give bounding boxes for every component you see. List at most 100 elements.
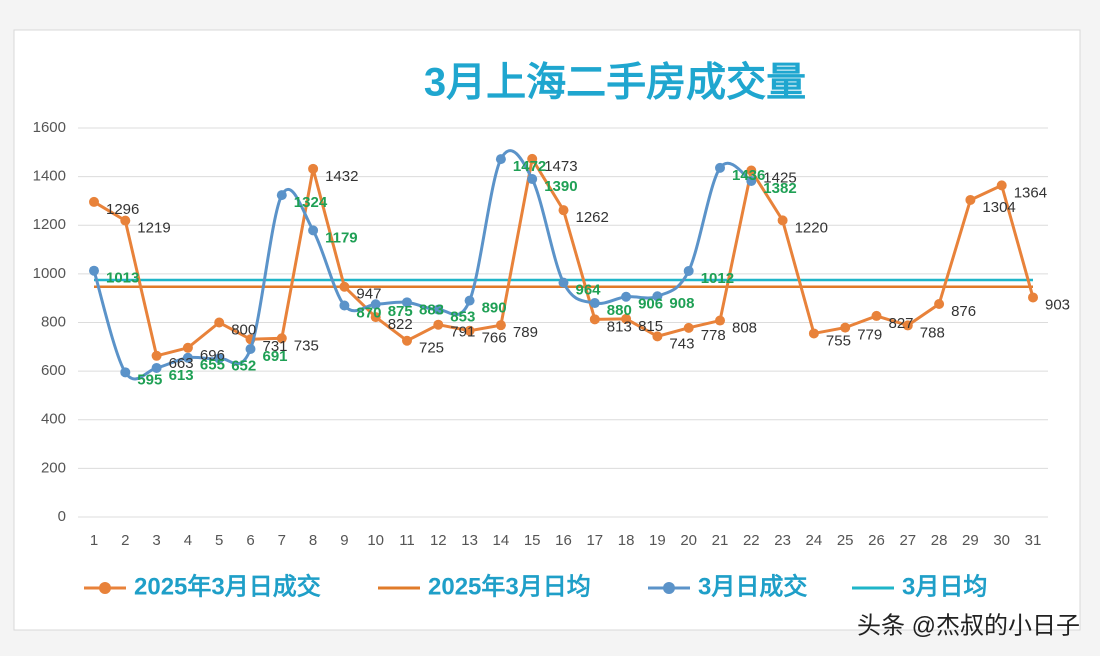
x-tick-label: 24	[806, 532, 823, 549]
data-label: 947	[356, 286, 381, 303]
x-tick-label: 29	[962, 532, 979, 549]
data-label: 876	[951, 303, 976, 320]
data-label: 1436	[732, 167, 765, 184]
data-label: 735	[294, 337, 319, 354]
y-tick-label: 400	[41, 411, 66, 428]
data-label: 800	[231, 321, 256, 338]
data-label: 1324	[294, 194, 328, 211]
x-tick-label: 26	[868, 532, 885, 549]
legend-marker	[99, 582, 111, 594]
data-point	[746, 176, 757, 187]
x-tick-label: 12	[430, 532, 447, 549]
data-point	[182, 342, 193, 353]
x-tick-label: 30	[993, 532, 1010, 549]
data-label: 652	[231, 357, 256, 374]
data-point	[276, 333, 287, 344]
data-label: 779	[857, 327, 882, 344]
x-tick-label: 8	[309, 532, 317, 549]
data-label: 1364	[1014, 184, 1047, 201]
x-tick-label: 31	[1025, 532, 1042, 549]
data-point	[89, 196, 99, 207]
y-tick-label: 1000	[33, 265, 66, 282]
data-point	[527, 174, 538, 185]
x-tick-label: 4	[184, 532, 192, 549]
data-label: 691	[263, 348, 288, 365]
x-tick-label: 13	[461, 532, 478, 549]
data-point	[370, 299, 381, 310]
x-tick-label: 5	[215, 532, 223, 549]
data-label: 788	[920, 324, 945, 341]
data-point	[558, 277, 569, 288]
data-label: 1013	[106, 270, 139, 287]
data-label: 696	[200, 347, 225, 364]
y-tick-label: 200	[41, 459, 66, 476]
data-point	[652, 291, 663, 302]
data-label: 766	[482, 330, 507, 347]
y-tick-label: 800	[41, 313, 66, 330]
x-tick-label: 11	[399, 532, 415, 549]
x-tick-label: 25	[837, 532, 854, 549]
data-point	[464, 325, 475, 336]
x-tick-label: 17	[586, 532, 603, 549]
x-tick-label: 10	[367, 532, 384, 549]
data-point	[214, 353, 225, 364]
data-point	[589, 298, 600, 309]
data-point	[89, 265, 99, 276]
data-point	[902, 320, 913, 331]
data-point	[683, 265, 694, 276]
data-point	[308, 225, 319, 236]
data-label: 964	[576, 282, 602, 299]
data-label: 853	[450, 309, 475, 326]
data-point	[402, 335, 412, 346]
data-point	[245, 344, 256, 355]
data-label: 808	[732, 320, 757, 337]
x-tick-label: 15	[524, 532, 541, 549]
chart-title: 3月上海二手房成交量	[424, 61, 806, 105]
data-label: 880	[607, 302, 632, 319]
data-label: 1262	[576, 209, 609, 226]
legend-label: 3月日均	[902, 572, 987, 600]
legend-label: 2025年3月日成交	[134, 572, 321, 600]
data-label: 725	[419, 340, 444, 357]
data-point	[558, 205, 569, 216]
x-tick-label: 19	[649, 532, 666, 549]
x-tick-label: 3	[152, 532, 160, 549]
data-point	[495, 320, 506, 331]
data-label: 778	[701, 327, 726, 344]
data-label: 908	[669, 295, 694, 312]
x-tick-label: 28	[931, 532, 948, 549]
x-tick-label: 18	[618, 532, 635, 549]
data-point	[1028, 292, 1038, 303]
data-label: 883	[419, 301, 444, 318]
chart-panel	[13, 29, 1081, 631]
x-tick-label: 23	[774, 532, 791, 549]
x-tick-label: 21	[712, 532, 729, 549]
x-tick-label: 2	[121, 532, 129, 549]
data-point	[840, 322, 851, 333]
data-point	[120, 215, 131, 226]
data-label: 1473	[544, 158, 577, 175]
data-point	[370, 312, 381, 323]
data-point	[464, 295, 475, 306]
data-point	[182, 352, 193, 363]
data-point	[433, 304, 444, 315]
data-point	[151, 350, 162, 361]
y-tick-label: 600	[41, 362, 66, 379]
data-label: 827	[889, 315, 914, 332]
data-point	[621, 313, 632, 324]
data-label: 1220	[795, 219, 828, 236]
data-label: 1179	[325, 229, 358, 246]
data-label: 903	[1045, 296, 1070, 313]
data-label: 595	[137, 371, 162, 388]
data-point	[308, 163, 319, 174]
legend-label: 2025年3月日均	[428, 572, 591, 600]
data-label: 1296	[106, 201, 139, 218]
data-label: 655	[200, 357, 225, 374]
watermark: 头条 @杰叔的小日子	[857, 612, 1080, 639]
data-point	[151, 362, 162, 373]
data-label: 813	[607, 318, 632, 335]
data-label: 870	[356, 304, 381, 321]
legend-label: 3月日成交	[698, 572, 807, 600]
